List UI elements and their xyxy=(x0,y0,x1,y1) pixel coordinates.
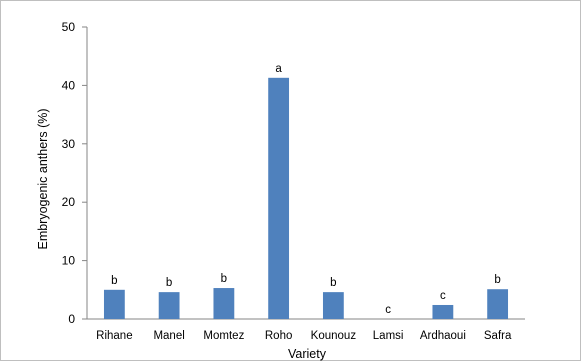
category-label-safra: Safra xyxy=(484,330,512,342)
category-label-lamsi: Lamsi xyxy=(373,330,404,342)
data-label-roho: a xyxy=(275,63,282,75)
bar-manel xyxy=(158,292,180,319)
x-axis-title: Variety xyxy=(288,347,327,361)
category-label-kounouz: Kounouz xyxy=(311,330,357,342)
data-label-lamsi: c xyxy=(385,304,391,316)
category-label-ardhaoui: Ardhaoui xyxy=(420,330,466,342)
data-label-safra: b xyxy=(494,274,500,286)
category-label-momtez: Momtez xyxy=(203,330,244,342)
category-label-rihane: Rihane xyxy=(96,330,132,342)
y-tick-label: 30 xyxy=(62,137,76,151)
bar-momtez xyxy=(213,288,235,319)
bar-ardhaoui xyxy=(432,304,454,319)
y-tick-label: 10 xyxy=(62,254,76,268)
y-tick-label: 50 xyxy=(62,20,76,34)
data-label-rihane: b xyxy=(111,275,117,287)
y-tick-label: 20 xyxy=(62,195,76,209)
y-tick-label: 40 xyxy=(62,78,76,92)
bar-kounouz xyxy=(322,292,344,319)
data-label-ardhaoui: c xyxy=(440,290,446,302)
y-axis-title: Embryogenic anthers (%) xyxy=(36,108,50,249)
bar-rihane xyxy=(103,289,125,319)
labels: 0 10 20 30 40 50 b Rihane b Manel b Momtez a Roho b Kou… xyxy=(62,20,512,342)
bar-roho xyxy=(268,77,290,319)
data-label-momtez: b xyxy=(221,273,227,285)
axes xyxy=(82,26,525,320)
y-tick-label: 0 xyxy=(68,312,75,326)
data-label-kounouz: b xyxy=(330,277,336,289)
data-label-manel: b xyxy=(166,277,172,289)
bar-safra xyxy=(487,289,509,319)
bars xyxy=(103,77,509,319)
category-label-manel: Manel xyxy=(153,330,184,342)
category-label-roho: Roho xyxy=(265,330,293,342)
